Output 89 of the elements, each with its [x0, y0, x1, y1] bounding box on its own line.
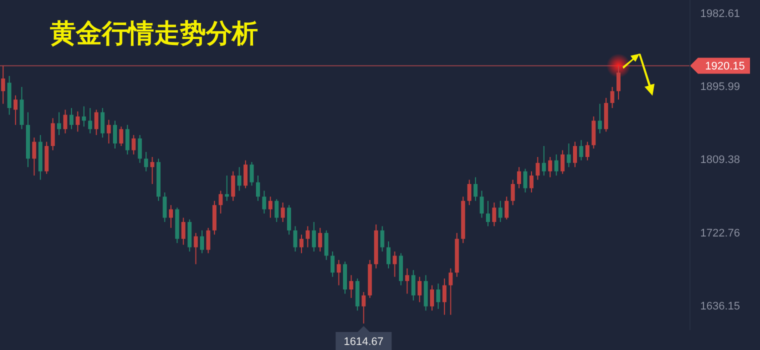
y-tick-label: 1982.61: [700, 8, 740, 20]
candlestick: [237, 166, 242, 192]
candlestick: [324, 230, 328, 260]
candlestick: [554, 154, 558, 176]
candlestick: [299, 234, 304, 254]
candlestick: [50, 118, 55, 151]
candlestick: [125, 124, 130, 155]
candlestick: [492, 202, 496, 227]
candlestick: [94, 109, 98, 136]
candlestick: [162, 192, 167, 222]
candlestick: [231, 170, 236, 202]
candlestick: [579, 140, 584, 161]
candlestick: [436, 283, 440, 310]
candlestick: [144, 151, 148, 172]
candlestick: [194, 232, 198, 265]
candlestick: [113, 120, 117, 150]
candlestick: [82, 106, 86, 128]
y-tick-label: 1636.15: [700, 300, 740, 312]
candlestick: [106, 119, 111, 144]
candlestick: [392, 251, 397, 278]
y-tick-label: 1809.38: [700, 154, 740, 166]
candlestick: [362, 292, 366, 324]
candlestick: [467, 179, 472, 206]
candlestick: [244, 160, 248, 189]
candlestick: [430, 284, 434, 312]
candlestick: [442, 278, 446, 316]
candlestick: [504, 196, 509, 220]
candlestick: [548, 156, 552, 178]
candlestick: [542, 146, 546, 176]
candlestick: [100, 108, 105, 138]
candlestick: [616, 65, 621, 100]
candlestick: [181, 217, 186, 246]
candlestick: [168, 204, 173, 228]
candlestick: [411, 270, 416, 301]
candlestick: [560, 150, 565, 174]
candlestick: [250, 162, 254, 186]
candlestick: [132, 134, 136, 155]
candlestick: [318, 227, 322, 252]
candlestick: [312, 221, 316, 252]
candlestick: [566, 142, 571, 168]
candlestick: [598, 103, 602, 134]
candlestick: [448, 268, 453, 316]
candlestick: [529, 170, 534, 193]
candlestick: [517, 166, 522, 189]
candlestick: [498, 200, 502, 222]
candlestick: [69, 108, 74, 130]
candlestick: [287, 204, 292, 236]
candlestick: [585, 141, 590, 161]
candlestick: [486, 200, 490, 227]
candlestick: [405, 268, 410, 294]
candlestick: [418, 276, 422, 303]
candlestick: [280, 202, 285, 222]
candlestick: [474, 176, 478, 202]
candlestick: [380, 226, 384, 252]
candlestick: [14, 94, 18, 126]
candlestick: [573, 141, 577, 168]
candlestick: [336, 259, 341, 286]
candlestick: [63, 109, 68, 134]
candlestick: [150, 156, 154, 184]
candlestick: [57, 112, 62, 136]
candlestick: [349, 274, 354, 298]
candlestick: [610, 86, 614, 109]
candlestick: [274, 198, 279, 222]
candlestick: [1, 65, 6, 104]
candlestick: [306, 226, 310, 248]
candlestick: [268, 196, 272, 218]
y-tick-label: 1895.99: [700, 81, 740, 94]
candlestick: [224, 175, 229, 202]
candlestick: [330, 251, 335, 278]
y-tick-label: 1722.76: [700, 227, 740, 240]
candlestick: [76, 110, 80, 132]
ref-line-label: 1920.15: [705, 60, 745, 73]
text: 1614.67: [344, 336, 384, 348]
candlestick: [523, 168, 528, 193]
candlestick: [138, 134, 142, 164]
candlestick: [88, 108, 92, 134]
candlestick: [206, 227, 210, 254]
candlestick: [218, 190, 223, 214]
candlestick: [293, 226, 298, 252]
candlestick: [256, 175, 260, 202]
candlestick: [32, 137, 36, 176]
candlestick: [536, 156, 540, 180]
candlestick: [480, 190, 484, 218]
candlestick: [119, 126, 124, 147]
candlestick: [200, 230, 204, 254]
candlestick: [510, 179, 515, 206]
candlestick: [262, 190, 266, 214]
candlestick: [386, 240, 391, 269]
text: 黄金行情走势分析: [49, 18, 258, 48]
